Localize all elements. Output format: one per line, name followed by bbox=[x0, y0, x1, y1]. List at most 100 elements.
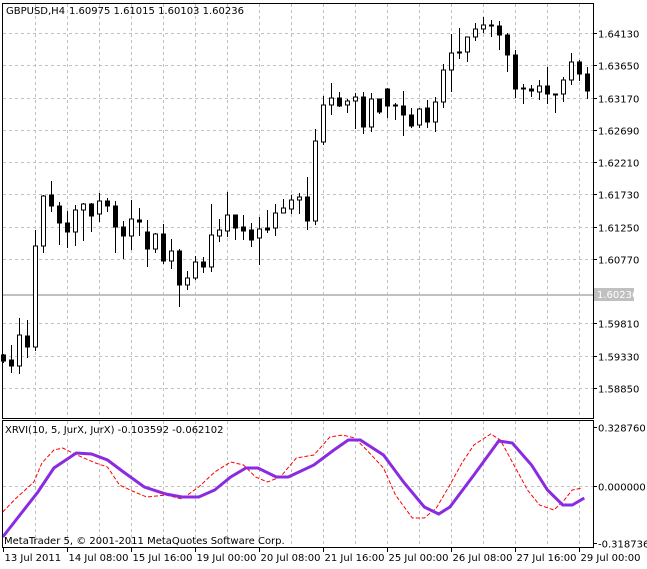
candle-bearish bbox=[145, 231, 150, 250]
price-tick-label: 1.62690 bbox=[598, 127, 639, 138]
candle-bearish bbox=[553, 93, 558, 96]
candle-bearish bbox=[513, 54, 518, 90]
candle-bearish bbox=[177, 250, 182, 286]
candle-bullish bbox=[81, 203, 86, 211]
indicator-tick-label: -0.318736 bbox=[598, 540, 647, 551]
candle-bearish bbox=[233, 214, 238, 229]
indicator-lines bbox=[1, 433, 586, 538]
current-price-label-box bbox=[594, 288, 634, 301]
candle-bearish bbox=[249, 229, 254, 241]
candle-bearish bbox=[9, 359, 14, 367]
candle-bearish bbox=[57, 205, 62, 224]
time-tick-label: 14 Jul 08:00 bbox=[69, 553, 129, 564]
candle-bearish bbox=[161, 233, 166, 262]
candle-bearish bbox=[425, 107, 430, 123]
candle-bullish bbox=[169, 250, 174, 262]
candle-bullish bbox=[481, 24, 486, 30]
candle-bullish bbox=[41, 195, 46, 247]
candle-bearish bbox=[25, 335, 30, 348]
candle-bearish bbox=[361, 96, 366, 128]
candle-bullish bbox=[449, 52, 454, 71]
candle-bearish bbox=[505, 34, 510, 56]
candle-bullish bbox=[329, 97, 334, 106]
candle-bullish bbox=[433, 101, 438, 123]
time-tick-label: 29 Jul 00:00 bbox=[581, 553, 641, 564]
candle-bearish bbox=[105, 200, 110, 207]
candle-bearish bbox=[377, 98, 382, 113]
price-axis: 1.64130 1.63650 1.63170 1.62690 1.62210 1.617… bbox=[593, 30, 639, 396]
candle-bullish bbox=[417, 108, 422, 126]
candle-bullish bbox=[465, 36, 470, 53]
main-pane-frame bbox=[2, 3, 594, 419]
candle-bearish bbox=[305, 196, 310, 222]
candle-bearish bbox=[137, 219, 142, 223]
candle-bearish bbox=[521, 87, 526, 90]
price-tick-label: 1.63170 bbox=[598, 95, 639, 106]
time-tick-label: 26 Jul 08:00 bbox=[453, 553, 513, 564]
candle-bearish bbox=[65, 222, 70, 233]
candle-bearish bbox=[577, 61, 582, 75]
candle-bullish bbox=[321, 104, 326, 143]
candle-bearish bbox=[265, 227, 270, 231]
candle-bullish bbox=[185, 277, 190, 286]
time-tick-label: 19 Jul 00:00 bbox=[197, 553, 257, 564]
candle-bullish bbox=[297, 196, 302, 201]
price-tick-label: 1.58850 bbox=[598, 385, 639, 396]
price-tick-label: 1.60770 bbox=[598, 256, 639, 267]
candle-bearish bbox=[201, 261, 206, 268]
candle-bearish bbox=[497, 25, 502, 36]
candle-bearish bbox=[585, 73, 590, 92]
candle-bullish bbox=[225, 214, 230, 232]
candle-bearish bbox=[385, 88, 390, 107]
candle-bearish bbox=[337, 97, 342, 107]
candle-bullish bbox=[129, 218, 134, 237]
candle-bearish bbox=[241, 226, 246, 232]
indicator-label: XRVI(10, 5, JurX, JurX) -0.103592 -0.062… bbox=[5, 425, 224, 436]
candle-bullish bbox=[193, 261, 198, 279]
candle-bullish bbox=[281, 207, 286, 214]
time-tick-label: 27 Jul 16:00 bbox=[517, 553, 577, 564]
candle-bullish bbox=[217, 229, 222, 237]
candle-bearish bbox=[529, 88, 534, 92]
price-tick-label: 1.59810 bbox=[598, 320, 639, 331]
candle-bullish bbox=[209, 234, 214, 268]
candle-bullish bbox=[353, 96, 358, 102]
candle-bullish bbox=[33, 245, 38, 348]
xrvi-signal-line bbox=[2, 433, 583, 519]
candle-bearish bbox=[121, 226, 126, 237]
candle-bullish bbox=[97, 200, 102, 215]
indicator-pane-frame bbox=[2, 420, 594, 548]
candle-bullish bbox=[153, 233, 158, 250]
candle-bearish bbox=[545, 85, 550, 95]
current-price-label: 1.60236 bbox=[597, 290, 638, 301]
chart-header-ohlc: 1.60975 1.61015 1.60103 1.60236 bbox=[69, 6, 244, 17]
candle-bearish bbox=[489, 24, 494, 27]
candle-bearish bbox=[89, 203, 94, 217]
xrvi-main-line bbox=[1, 438, 586, 538]
indicator-tick-label: 0.000000 bbox=[598, 483, 646, 494]
candle-bullish bbox=[369, 98, 374, 128]
price-tick-label: 1.64130 bbox=[598, 30, 639, 41]
time-axis: 13 Jul 2011 14 Jul 08:00 15 Jul 16:00 19 Ju… bbox=[3, 548, 641, 564]
price-tick-label: 1.61250 bbox=[598, 224, 639, 235]
price-tick-label: 1.61730 bbox=[598, 191, 639, 202]
candle-bullish bbox=[561, 79, 566, 95]
candle-bullish bbox=[273, 212, 278, 229]
candle-bearish bbox=[49, 194, 54, 207]
candle-bullish bbox=[441, 69, 446, 103]
copyright-text: MetaTrader 5, © 2001-2011 MetaQuotes Sof… bbox=[4, 536, 285, 547]
candle-bearish bbox=[457, 51, 462, 54]
time-tick-label: 13 Jul 2011 bbox=[5, 553, 62, 564]
candle-bullish bbox=[569, 61, 574, 81]
indicator-tick-label: 0.328760 bbox=[598, 424, 646, 435]
grid bbox=[3, 4, 593, 547]
price-tick-label: 1.62210 bbox=[598, 159, 639, 170]
candle-bullish bbox=[17, 334, 22, 367]
candle-bearish bbox=[1, 354, 6, 362]
candle-bullish bbox=[313, 140, 318, 222]
candle-bearish bbox=[409, 114, 414, 127]
time-tick-label: 25 Jul 00:00 bbox=[389, 553, 449, 564]
candle-bullish bbox=[473, 28, 478, 38]
